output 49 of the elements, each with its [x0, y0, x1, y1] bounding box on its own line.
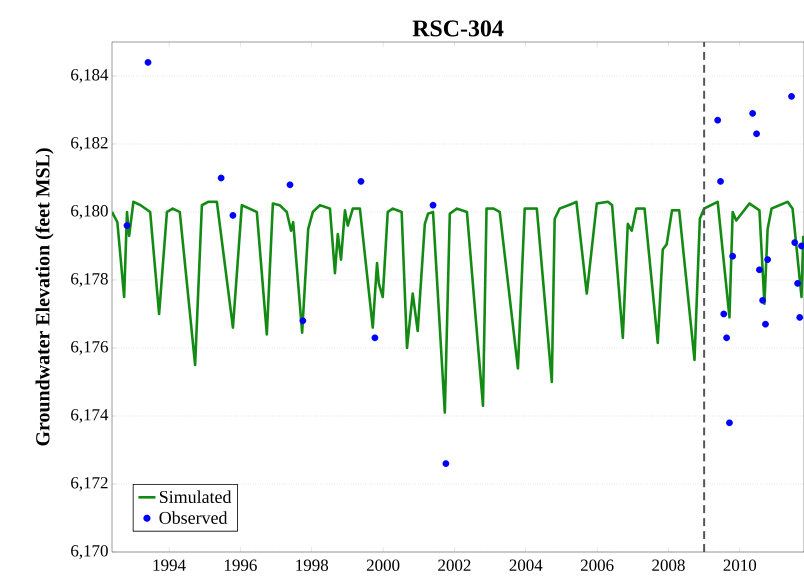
x-tick-label: 1994: [154, 560, 186, 571]
y-tick-label: 6,180: [71, 205, 108, 219]
point: [794, 280, 801, 287]
x-tick-label: 2004: [510, 560, 542, 571]
y-tick-label: 6,174: [71, 409, 108, 423]
point: [726, 419, 733, 426]
legend-label: Simulated: [160, 490, 232, 503]
point: [218, 174, 225, 182]
point: [796, 314, 804, 321]
point: [729, 252, 736, 260]
point: [372, 334, 378, 342]
point: [144, 59, 152, 66]
point: [124, 222, 130, 229]
y-tick-label: 6,178: [71, 273, 108, 287]
y-tick-label: 6,170: [71, 545, 108, 559]
chart-title: RSC-304: [412, 20, 504, 36]
point: [299, 317, 306, 324]
point: [753, 130, 760, 138]
point: [286, 181, 294, 188]
point: [749, 110, 756, 117]
y-tick-label: 6,176: [71, 341, 108, 355]
point: [723, 334, 730, 342]
y-tick-label: 6,172: [71, 477, 108, 491]
x-tick-label: 2010: [724, 560, 756, 571]
legend-label: Observed: [159, 511, 228, 524]
point: [756, 266, 763, 274]
point: [442, 460, 450, 467]
point: [764, 256, 772, 263]
x-tick-label: 1996: [224, 560, 257, 571]
point: [759, 297, 766, 304]
x-tick-label: 2002: [438, 560, 470, 571]
point: [430, 202, 436, 209]
y-tick-label: 6,182: [71, 137, 108, 151]
x-tick-label: 2000: [366, 560, 400, 571]
point: [788, 93, 795, 100]
point: [791, 239, 798, 246]
point: [798, 242, 804, 250]
point: [358, 178, 364, 185]
point: [717, 178, 724, 185]
x-tick-label: 2008: [652, 560, 685, 571]
y-axis-title: Groundwater Elevation (feet MSL): [35, 148, 54, 446]
y-tick-label: 6,184: [71, 69, 108, 83]
x-tick-label: 1998: [296, 560, 328, 571]
point: [720, 310, 728, 318]
line-series: [112, 200, 804, 414]
point: [230, 212, 236, 219]
point: [714, 116, 722, 124]
point: [762, 320, 769, 328]
x-tick-label: 2006: [580, 560, 614, 571]
